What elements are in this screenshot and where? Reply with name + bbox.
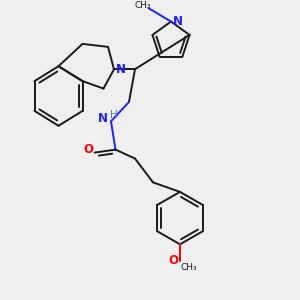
Text: N: N bbox=[98, 112, 108, 125]
Text: N: N bbox=[172, 15, 183, 28]
Text: N: N bbox=[116, 63, 126, 76]
Text: O: O bbox=[168, 254, 178, 267]
Text: CH₃: CH₃ bbox=[135, 1, 152, 10]
Text: CH₃: CH₃ bbox=[180, 263, 197, 272]
Text: H: H bbox=[110, 110, 118, 120]
Text: O: O bbox=[83, 142, 93, 155]
